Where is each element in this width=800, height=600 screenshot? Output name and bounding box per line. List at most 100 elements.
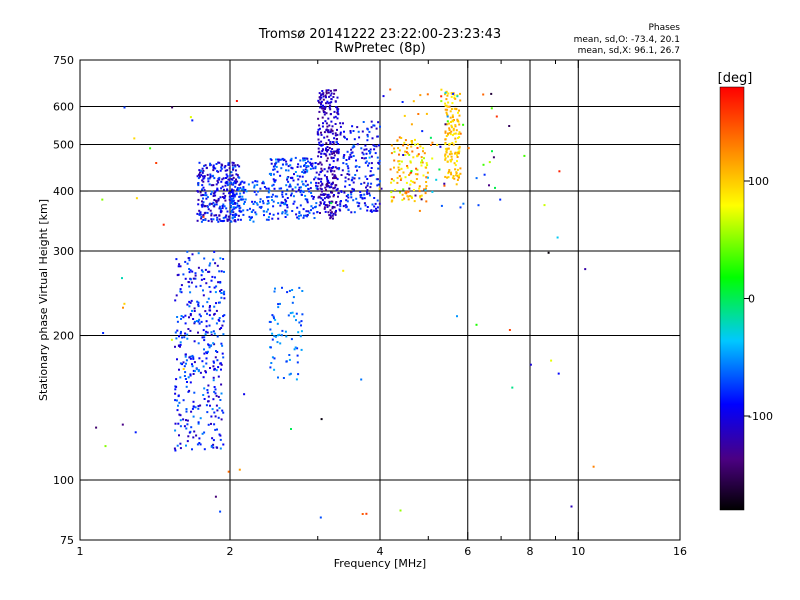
data-point [368, 130, 371, 133]
data-point [353, 138, 356, 141]
data-point [212, 365, 215, 368]
data-point [508, 125, 511, 127]
data-point [323, 136, 326, 139]
data-point [122, 306, 124, 309]
data-point [444, 138, 447, 141]
data-point [198, 212, 201, 215]
data-point [228, 218, 231, 221]
data-point [330, 98, 333, 101]
data-point [321, 107, 324, 110]
data-point [366, 189, 369, 191]
data-point [277, 306, 280, 309]
data-point [218, 328, 221, 331]
data-point [238, 165, 241, 168]
data-point [229, 196, 232, 199]
data-point [174, 422, 177, 425]
data-point [400, 137, 403, 139]
data-point [162, 223, 165, 226]
data-point [188, 271, 191, 274]
data-point [362, 121, 365, 123]
data-point [405, 181, 408, 184]
data-point [289, 372, 292, 375]
data-point [175, 258, 178, 261]
data-point [212, 330, 215, 333]
data-point [286, 197, 289, 199]
data-point [179, 414, 182, 417]
data-point [352, 190, 355, 192]
data-point [301, 171, 304, 173]
data-point [244, 188, 247, 191]
data-point [317, 177, 320, 180]
data-point [337, 151, 340, 154]
data-point [255, 193, 258, 196]
data-point [342, 269, 345, 272]
data-point [325, 96, 327, 99]
data-point [329, 113, 332, 115]
data-point [356, 201, 359, 204]
data-point [304, 194, 307, 197]
y-axis-label: Stationary phase Virtual Height [km] [37, 199, 50, 401]
data-point [348, 156, 351, 159]
data-point [414, 194, 417, 197]
data-point [330, 169, 333, 172]
data-point [285, 163, 288, 166]
data-point [325, 142, 328, 145]
data-point [217, 197, 220, 200]
data-point [213, 199, 216, 201]
data-point [176, 316, 179, 318]
data-point [242, 191, 245, 194]
data-point [329, 89, 332, 92]
data-point [253, 186, 256, 189]
data-point [344, 185, 347, 188]
data-point [187, 328, 190, 330]
data-point [333, 175, 336, 178]
data-point [321, 199, 324, 201]
data-point [370, 174, 373, 177]
data-point [175, 399, 178, 402]
data-point [412, 156, 415, 159]
data-point [192, 318, 195, 320]
data-point [185, 444, 187, 447]
data-point [236, 164, 239, 167]
data-point [372, 124, 375, 127]
data-point [369, 174, 372, 177]
data-point [457, 152, 460, 155]
data-point [390, 195, 393, 198]
data-point [334, 213, 337, 216]
data-point [324, 153, 327, 156]
data-point [180, 315, 183, 317]
data-point [133, 137, 136, 140]
data-point [234, 213, 237, 216]
data-point [219, 362, 222, 365]
data-point [277, 376, 279, 379]
data-point [265, 187, 268, 190]
data-point [363, 157, 366, 160]
data-point [404, 154, 407, 156]
data-point [320, 163, 323, 166]
data-point [300, 193, 303, 196]
data-point [449, 110, 452, 113]
data-point [197, 177, 200, 180]
data-point [363, 181, 366, 184]
data-point [459, 92, 461, 95]
data-point [343, 130, 345, 133]
data-point [273, 179, 276, 182]
data-point [447, 155, 449, 158]
data-point [355, 159, 357, 162]
data-point [203, 164, 206, 167]
data-point [219, 399, 222, 401]
data-point [446, 160, 449, 163]
data-point [333, 170, 336, 173]
data-point [511, 386, 514, 389]
data-point [315, 171, 318, 174]
data-point [336, 149, 339, 152]
data-point [336, 108, 339, 111]
data-point [187, 435, 190, 438]
data-point [290, 166, 293, 169]
data-point [277, 217, 280, 220]
data-point [390, 191, 393, 194]
data-point [351, 176, 354, 179]
data-point [333, 92, 336, 95]
